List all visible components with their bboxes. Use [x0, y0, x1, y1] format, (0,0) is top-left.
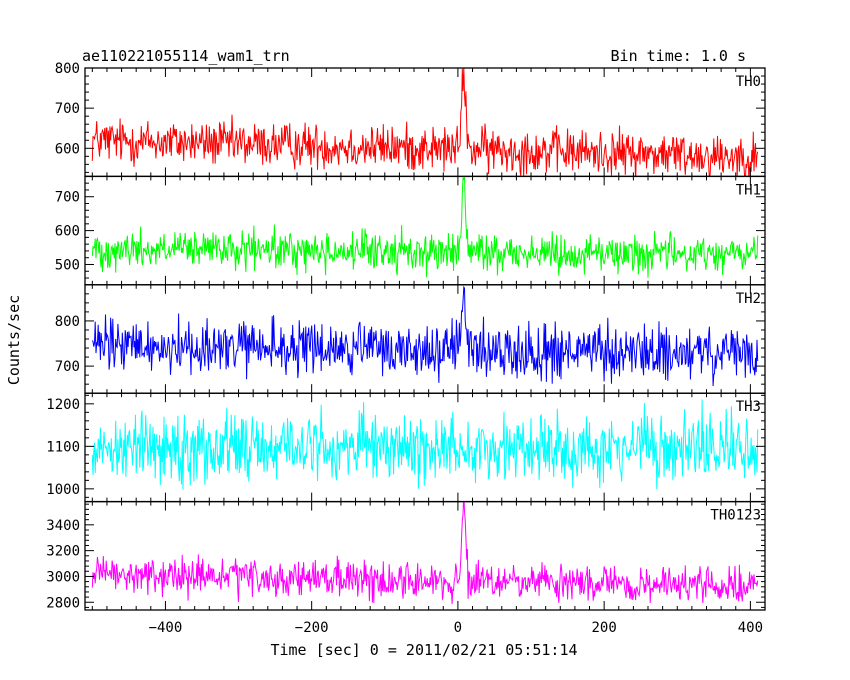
panel-label-th2: TH2	[736, 291, 761, 307]
series-line-th0	[91, 68, 759, 177]
y-tick-label: 1100	[46, 439, 80, 455]
x-tick-label: 0	[454, 620, 462, 636]
bin-time-label: Bin time: 1.0 s	[611, 47, 746, 65]
y-axis-label: Counts/sec	[5, 295, 23, 385]
y-tick-label: 700	[55, 190, 80, 206]
y-tick-label: 800	[55, 314, 80, 330]
y-tick-label: 600	[55, 141, 80, 157]
y-tick-label: 500	[55, 257, 80, 273]
y-tick-label: 2800	[46, 595, 80, 611]
x-tick-labels: −400 −200 0 200 400	[149, 620, 763, 636]
panel-label-th1: TH1	[736, 182, 761, 198]
y-tick-label: 3200	[46, 544, 80, 560]
panel-frame-th1	[84, 175, 766, 286]
y-tick-label: 700	[55, 101, 80, 117]
panel-label-th0123: TH0123	[710, 508, 761, 524]
y-tick-label: 800	[55, 61, 80, 77]
series-line-th1	[91, 176, 759, 278]
y-tick-label: 3000	[46, 569, 80, 585]
y-tick-label: 3400	[46, 518, 80, 534]
series-line-th3	[91, 399, 759, 490]
y-tick-label: 1000	[46, 482, 80, 498]
x-tick-label: −400	[149, 620, 183, 636]
panel-frame-th0123	[84, 500, 766, 611]
y-tick-label: 600	[55, 224, 80, 240]
x-axis-label: Time [sec] 0 = 2011/02/21 05:51:14	[270, 641, 577, 659]
panel-label-th3: TH3	[736, 399, 761, 415]
figure-title: ae110221055114_wam1_trn	[82, 47, 290, 65]
panels-group: TH0 600 700 800 TH1 500 600 700 TH2 700 800 TH3 1000…	[46, 61, 766, 611]
y-tick-label: 1200	[46, 397, 80, 413]
panel-label-th0: TH0	[736, 74, 761, 90]
x-tick-label: 400	[738, 620, 763, 636]
series-line-th0123	[91, 501, 759, 605]
series-line-th2	[91, 285, 759, 387]
x-tick-label: 200	[591, 620, 616, 636]
y-tick-label: 700	[55, 359, 80, 375]
x-tick-label: −200	[295, 620, 329, 636]
